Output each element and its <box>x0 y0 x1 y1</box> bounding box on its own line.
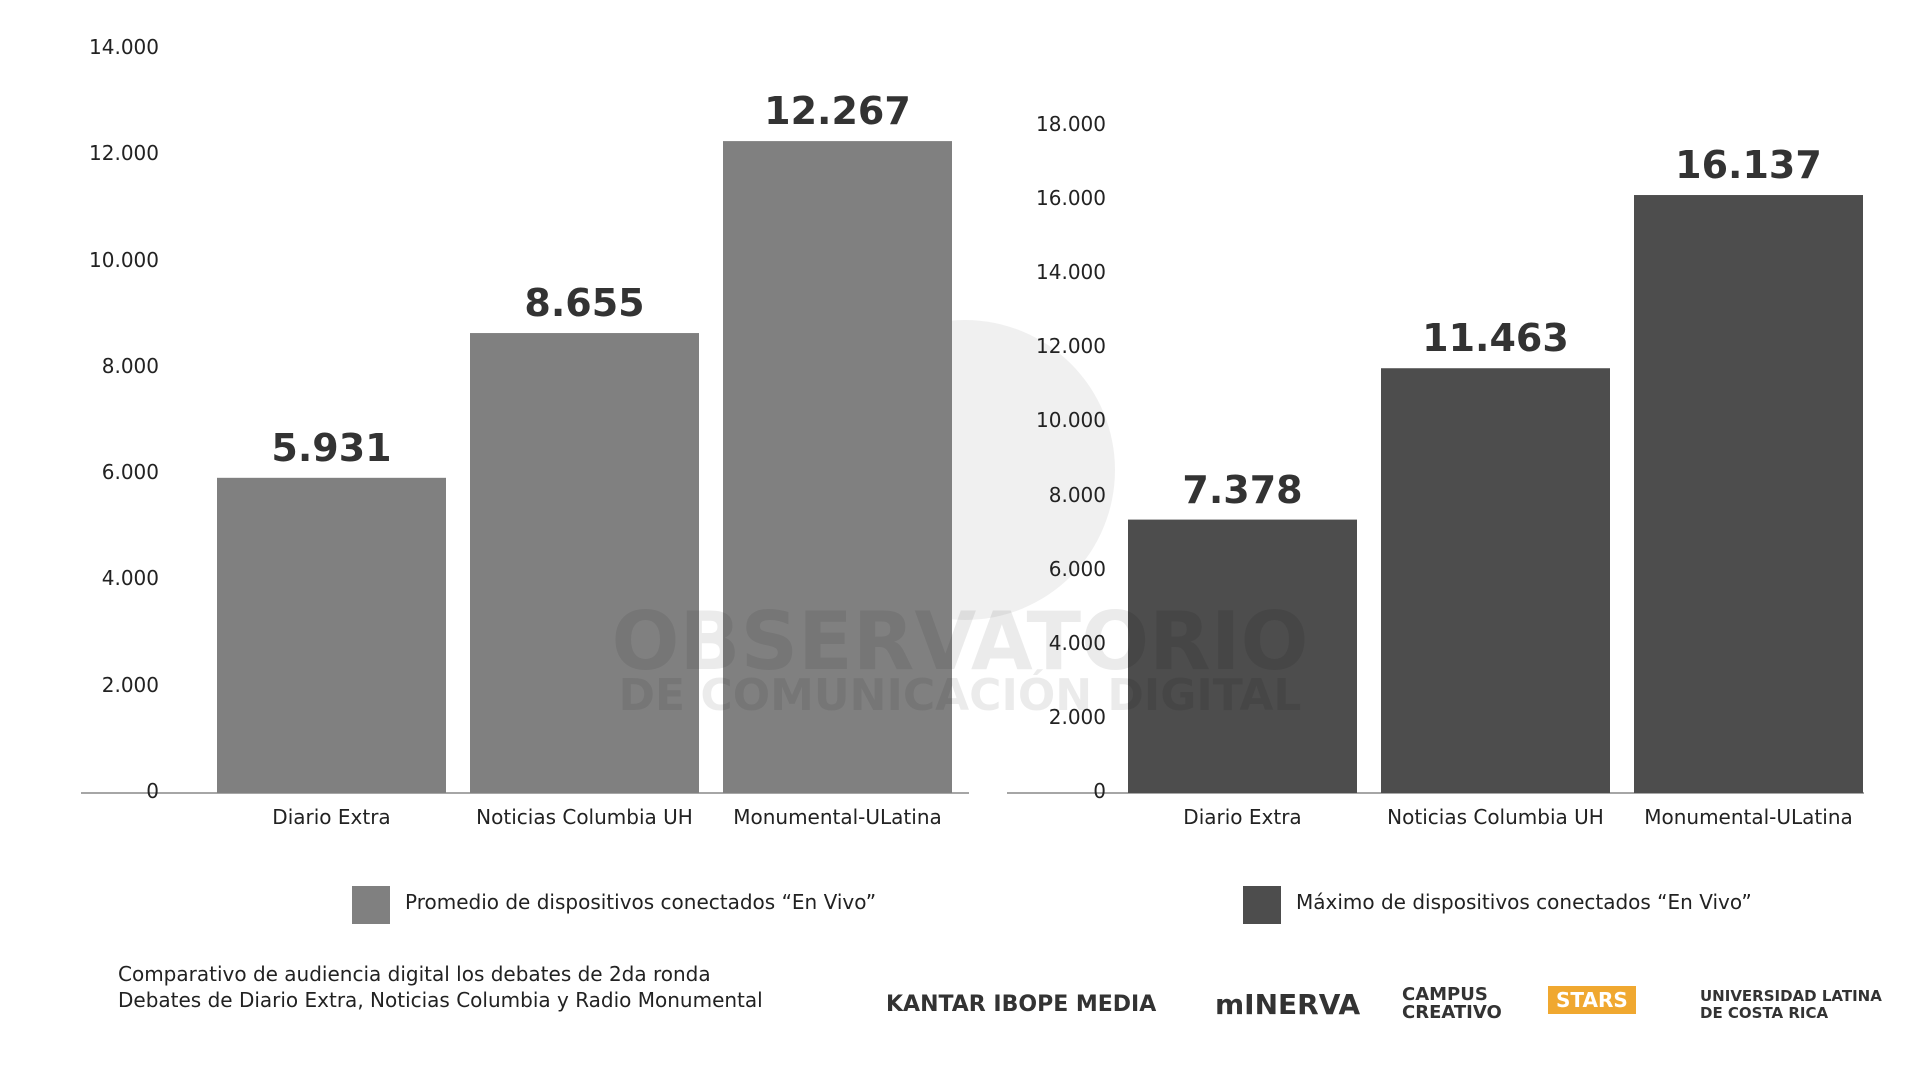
x-tick-label: Monumental-ULatina <box>733 805 942 829</box>
bar <box>723 141 952 794</box>
y-tick-label: 12.000 <box>89 141 159 166</box>
legend-swatch <box>1243 886 1281 924</box>
y-tick-label: 10.000 <box>1036 408 1106 433</box>
y-tick-label: 0 <box>1093 779 1106 803</box>
data-label: 7.378 <box>1182 467 1303 512</box>
x-tick-label: Diario Extra <box>1183 805 1302 829</box>
bar <box>1128 519 1357 793</box>
data-label: 5.931 <box>271 425 392 470</box>
legend-label: Promedio de dispositivos conectados “En … <box>405 890 877 914</box>
y-tick-label: 8.000 <box>1048 482 1106 507</box>
data-label: 16.137 <box>1675 143 1822 188</box>
y-tick-label: 10.000 <box>89 247 159 272</box>
x-tick-label: Monumental-ULatina <box>1644 805 1853 829</box>
y-tick-label: 18.000 <box>1036 112 1106 136</box>
y-tick-label: 8.000 <box>101 353 159 378</box>
legend-label: Máximo de dispositivos conectados “En Vi… <box>1296 890 1752 914</box>
watermark: OBSERVATORIO <box>611 595 1309 688</box>
bar <box>217 477 446 793</box>
footer-text: Debates de Diario Extra, Noticias Columb… <box>118 988 763 1012</box>
x-tick-label: Diario Extra <box>272 805 391 829</box>
data-label: 8.655 <box>524 281 645 326</box>
logo: STARS <box>1548 986 1636 1014</box>
y-tick-label: 4.000 <box>101 566 159 591</box>
y-tick-label: 4.000 <box>1048 630 1106 655</box>
data-label: 11.463 <box>1422 316 1569 361</box>
legend-swatch <box>352 886 390 924</box>
bar <box>470 333 699 793</box>
y-tick-label: 0 <box>146 779 159 803</box>
logo: mINERVA <box>1215 988 1361 1021</box>
bar <box>1634 195 1863 794</box>
footer-text: Comparativo de audiencia digital los deb… <box>118 962 711 986</box>
bar <box>1381 368 1610 793</box>
logo: KANTAR IBOPE MEDIA <box>886 992 1157 1017</box>
x-tick-label: Noticias Columbia UH <box>476 805 693 829</box>
y-tick-label: 12.000 <box>1036 334 1106 359</box>
logo: UNIVERSIDAD LATINA DE COSTA RICA <box>1700 987 1882 1022</box>
y-tick-label: 6.000 <box>101 460 159 485</box>
logo: CAMPUS CREATIVO <box>1402 984 1502 1023</box>
y-tick-label: 16.000 <box>1036 186 1106 211</box>
y-tick-label: 6.000 <box>1048 556 1106 581</box>
y-tick-label: 2.000 <box>101 672 159 697</box>
data-label: 12.267 <box>764 89 911 134</box>
x-tick-label: Noticias Columbia UH <box>1387 805 1604 829</box>
watermark: DE COMUNICACIÓN DIGITAL <box>618 670 1302 721</box>
y-tick-label: 2.000 <box>1048 704 1106 729</box>
y-tick-label: 14.000 <box>1036 260 1106 285</box>
y-tick-label: 14.000 <box>89 35 159 59</box>
